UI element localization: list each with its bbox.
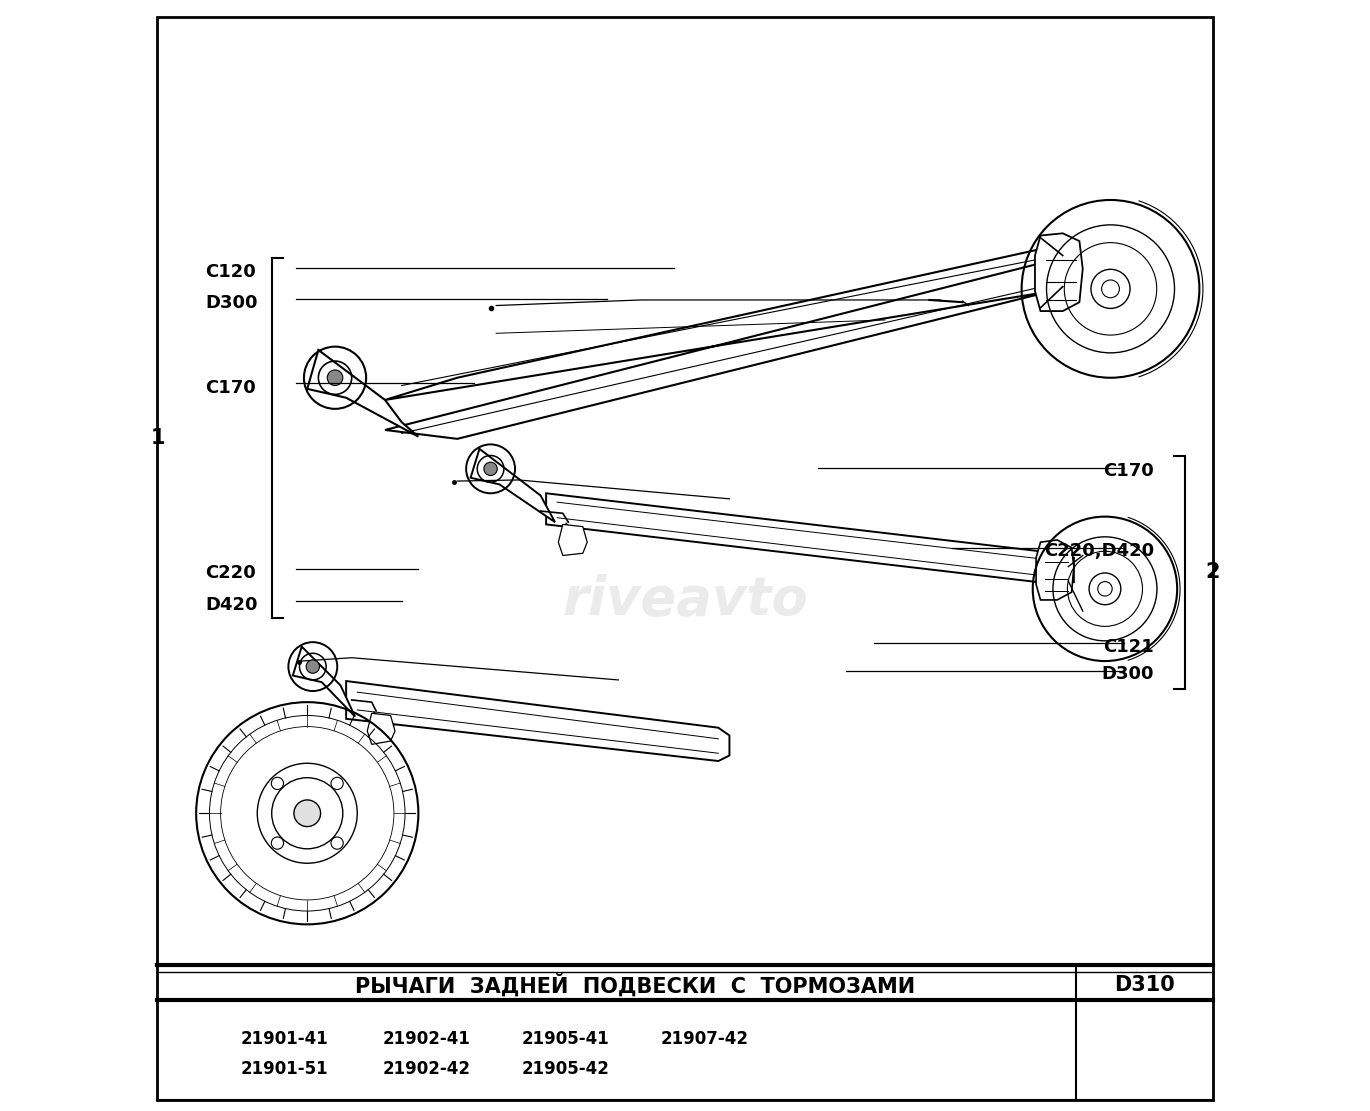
Text: 21905-41: 21905-41	[522, 1030, 610, 1048]
Text: D420: D420	[206, 597, 258, 614]
Text: C170: C170	[206, 379, 256, 397]
Polygon shape	[547, 493, 1074, 584]
Text: D300: D300	[1101, 665, 1154, 683]
Text: 21902-42: 21902-42	[382, 1060, 471, 1078]
Polygon shape	[367, 713, 395, 744]
Polygon shape	[293, 647, 355, 717]
Polygon shape	[1036, 540, 1074, 600]
Text: 21905-42: 21905-42	[522, 1060, 610, 1078]
Text: riveavto: riveavto	[562, 574, 808, 625]
Text: C121: C121	[1103, 638, 1154, 655]
Text: D310: D310	[1114, 974, 1174, 995]
Circle shape	[484, 462, 497, 476]
Text: 21901-41: 21901-41	[241, 1030, 329, 1048]
Circle shape	[295, 800, 321, 827]
Circle shape	[1089, 573, 1121, 604]
Polygon shape	[1034, 233, 1082, 311]
Polygon shape	[470, 449, 555, 522]
Circle shape	[306, 660, 319, 673]
Circle shape	[1091, 269, 1130, 309]
Circle shape	[327, 370, 342, 386]
Text: 1: 1	[151, 428, 166, 448]
Polygon shape	[307, 350, 418, 437]
Text: C220: C220	[206, 564, 256, 582]
Text: C220,D420: C220,D420	[1044, 542, 1154, 560]
Polygon shape	[385, 247, 1080, 439]
Text: C120: C120	[206, 263, 256, 281]
Text: 2: 2	[1206, 562, 1219, 582]
Polygon shape	[347, 681, 729, 761]
Text: C170: C170	[1103, 462, 1154, 480]
Text: 21907-42: 21907-42	[660, 1030, 748, 1048]
Text: 21902-41: 21902-41	[382, 1030, 471, 1048]
Text: РЫЧАГИ  ЗАДНЕЙ  ПОДВЕСКИ  С  ТОРМОЗАМИ: РЫЧАГИ ЗАДНЕЙ ПОДВЕСКИ С ТОРМОЗАМИ	[355, 973, 915, 997]
Text: D300: D300	[206, 294, 258, 312]
Polygon shape	[559, 524, 588, 556]
Text: 21901-51: 21901-51	[241, 1060, 329, 1078]
